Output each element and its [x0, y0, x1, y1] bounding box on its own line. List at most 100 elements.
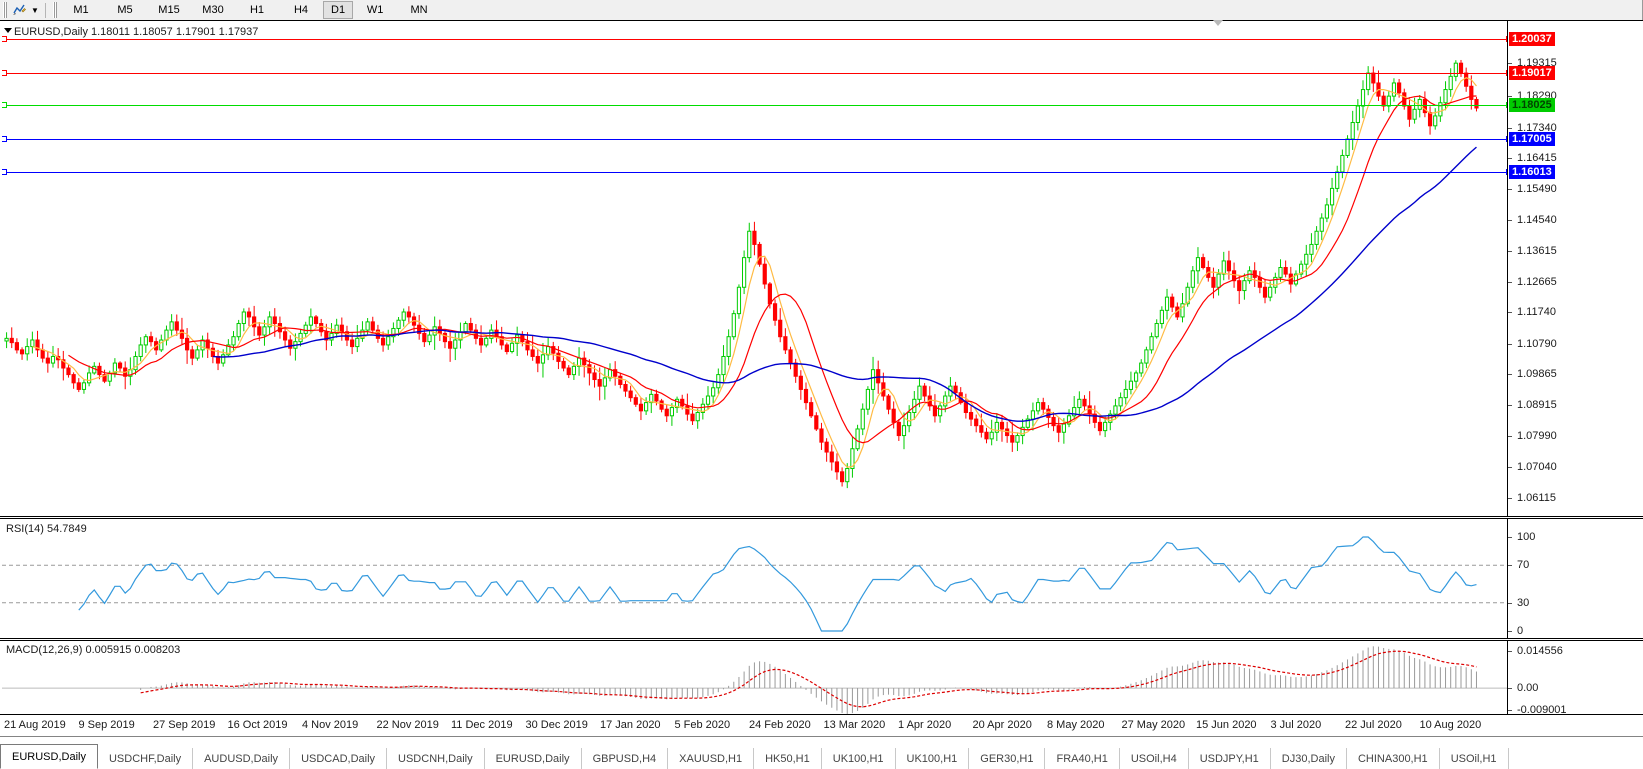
price-tick: 1.07040 [1508, 461, 1557, 473]
timeframe-button-h4[interactable]: H4 [293, 4, 309, 16]
chart-tab-uk100-h1[interactable]: UK100,H1 [896, 748, 970, 769]
level-line-1.16013[interactable] [2, 168, 1508, 175]
date-tick: 10 Aug 2020 [1419, 719, 1482, 731]
chart-tab-usdcnh-daily[interactable]: USDCNH,Daily [387, 748, 485, 769]
date-tick: 15 Jun 2020 [1196, 719, 1257, 731]
level-label-1.16013[interactable]: 1.16013 [1509, 164, 1555, 179]
level-line-1.20037[interactable] [2, 35, 1508, 42]
date-tick: 17 Jan 2020 [600, 719, 661, 731]
rsi-tick: 30 [1508, 597, 1529, 609]
toolbar-separator [45, 2, 46, 18]
chart-tab-usdchf-daily[interactable]: USDCHF,Daily [98, 748, 194, 769]
date-tick: 27 Sep 2019 [153, 719, 216, 731]
chart-tab-bar[interactable]: EURUSD,Daily USDCHF,Daily AUDUSD,Daily USDC… [0, 736, 1643, 769]
rsi-pane[interactable]: 100 70 30 0 RSI(14) 54.7849 [0, 519, 1643, 638]
price-tick: 1.12665 [1508, 276, 1557, 288]
rsi-label: RSI(14) 54.7849 [6, 523, 87, 535]
rsi-axis: 100 70 30 0 [1507, 519, 1643, 638]
date-tick: 5 Feb 2020 [674, 719, 731, 731]
date-tick: 3 Jul 2020 [1270, 719, 1322, 731]
timeframe-button-m1[interactable]: M1 [73, 4, 89, 16]
level-line-1.17005[interactable] [2, 135, 1508, 142]
dropdown-arrow-icon[interactable]: ▼ [31, 5, 39, 15]
level-line-1.19017[interactable] [2, 69, 1508, 76]
date-tick: 27 May 2020 [1121, 719, 1186, 731]
price-pane[interactable]: 1.19315 1.18290 1.17340 1.16415 1.15490 1.145… [0, 20, 1643, 516]
macd-tick: -0.009001 [1508, 704, 1567, 716]
date-tick: 8 May 2020 [1047, 719, 1105, 731]
chart-tab-fra40-h1[interactable]: FRA40,H1 [1045, 748, 1120, 769]
timeframe-toolbar: ▼ M1 M5 M15 M30 H1 H4 D1 W1 MN [0, 0, 1643, 21]
level-label-1.19017[interactable]: 1.19017 [1509, 65, 1555, 80]
indicators-icon[interactable] [9, 1, 29, 19]
date-tick: 24 Feb 2020 [749, 719, 811, 731]
rsi-plot[interactable] [2, 519, 1508, 638]
date-tick: 21 Aug 2019 [4, 719, 66, 731]
price-tick: 1.17340 [1508, 122, 1557, 134]
price-tick: 1.10790 [1508, 338, 1557, 350]
level-label-1.20037[interactable]: 1.20037 [1509, 31, 1555, 46]
price-tick: 1.08915 [1508, 399, 1557, 411]
timeframe-button-mn[interactable]: MN [410, 4, 428, 16]
level-label-1.18025[interactable]: 1.18025 [1509, 98, 1555, 113]
price-axis[interactable]: 1.19315 1.18290 1.17340 1.16415 1.15490 1.145… [1507, 21, 1643, 516]
chart-collapse-icon[interactable] [4, 28, 12, 33]
chart-tab-xauusd-h1[interactable]: XAUUSD,H1 [668, 748, 755, 769]
chart-tab-eurusd-daily[interactable]: EURUSD,Daily [485, 748, 582, 769]
timeframe-grip-icon[interactable] [53, 2, 57, 18]
pane-divider-1[interactable] [0, 516, 1643, 517]
level-handle-left[interactable] [2, 35, 7, 42]
date-tick: 30 Dec 2019 [525, 719, 588, 731]
chart-tab-dj30-daily[interactable]: DJ30,Daily [1271, 748, 1347, 769]
price-tick: 1.07990 [1508, 430, 1557, 442]
chart-tab-ger30-h1[interactable]: GER30,H1 [969, 748, 1046, 769]
macd-plot[interactable] [2, 641, 1508, 715]
level-handle-left[interactable] [2, 69, 7, 76]
chart-tab-audusd-daily[interactable]: AUDUSD,Daily [193, 748, 291, 769]
chart-tab-gbpusd-h4[interactable]: GBPUSD,H4 [582, 748, 669, 769]
chart-tab-eurusd-daily[interactable]: EURUSD,Daily [0, 744, 98, 769]
chart-tab-usdcad-daily[interactable]: USDCAD,Daily [290, 748, 388, 769]
timeframe-button-w1[interactable]: W1 [366, 4, 384, 16]
level-handle-left[interactable] [2, 102, 7, 109]
price-tick: 1.14540 [1508, 214, 1557, 226]
price-tick: 1.16415 [1508, 152, 1557, 164]
price-tick: 1.15490 [1508, 183, 1557, 195]
candlestick-series [4, 59, 1479, 489]
pane-divider-1b [0, 518, 1643, 519]
macd-pane[interactable]: 0.014556 0.00 -0.009001 MACD(12,26,9) 0.00… [0, 641, 1643, 716]
chart-tab-hk50-h1[interactable]: HK50,H1 [754, 748, 822, 769]
chart-title: EURUSD,Daily 1.18011 1.18057 1.17901 1.1… [14, 26, 259, 38]
price-tick: 1.11740 [1508, 306, 1556, 318]
date-tick: 13 Mar 2020 [823, 719, 886, 731]
level-handle-left[interactable] [2, 168, 7, 175]
grip-icon[interactable] [3, 2, 7, 18]
timeframe-button-m5[interactable]: M5 [117, 4, 133, 16]
date-tick: 22 Jul 2020 [1345, 719, 1402, 731]
level-line-1.18025[interactable] [2, 102, 1508, 109]
chart-area[interactable]: 1.19315 1.18290 1.17340 1.16415 1.15490 1.145… [0, 20, 1643, 716]
date-tick: 9 Sep 2019 [78, 719, 135, 731]
macd-tick: 0.00 [1508, 682, 1538, 694]
timeframe-button-m15[interactable]: M15 [158, 4, 180, 16]
level-handle-left[interactable] [2, 135, 7, 142]
scale-marker-icon [1213, 20, 1223, 26]
timeframe-button-m30[interactable]: M30 [202, 4, 224, 16]
date-tick: 16 Oct 2019 [227, 719, 288, 731]
price-plot[interactable] [2, 21, 1508, 516]
chart-tab-uk100-h1[interactable]: UK100,H1 [822, 748, 896, 769]
rsi-tick: 0 [1508, 625, 1523, 637]
pane-divider-2[interactable] [0, 638, 1643, 639]
timeframe-button-h1[interactable]: H1 [249, 4, 265, 16]
macd-series [2, 646, 1508, 714]
chart-tab-usoil-h1[interactable]: USOil,H1 [1440, 748, 1509, 769]
price-tick: 1.06115 [1508, 492, 1556, 504]
chart-tab-usdjpy-h1[interactable]: USDJPY,H1 [1189, 748, 1271, 769]
level-label-1.17005[interactable]: 1.17005 [1509, 131, 1555, 146]
date-axis[interactable]: 21 Aug 2019 9 Sep 2019 27 Sep 2019 16 Oct 2… [0, 714, 1643, 737]
timeframe-button-d1[interactable]: D1 [323, 1, 354, 19]
chart-tab-china300-h1[interactable]: CHINA300,H1 [1347, 748, 1440, 769]
chart-tab-usoil-h4[interactable]: USOil,H4 [1120, 748, 1189, 769]
pane-divider-2b [0, 640, 1643, 641]
